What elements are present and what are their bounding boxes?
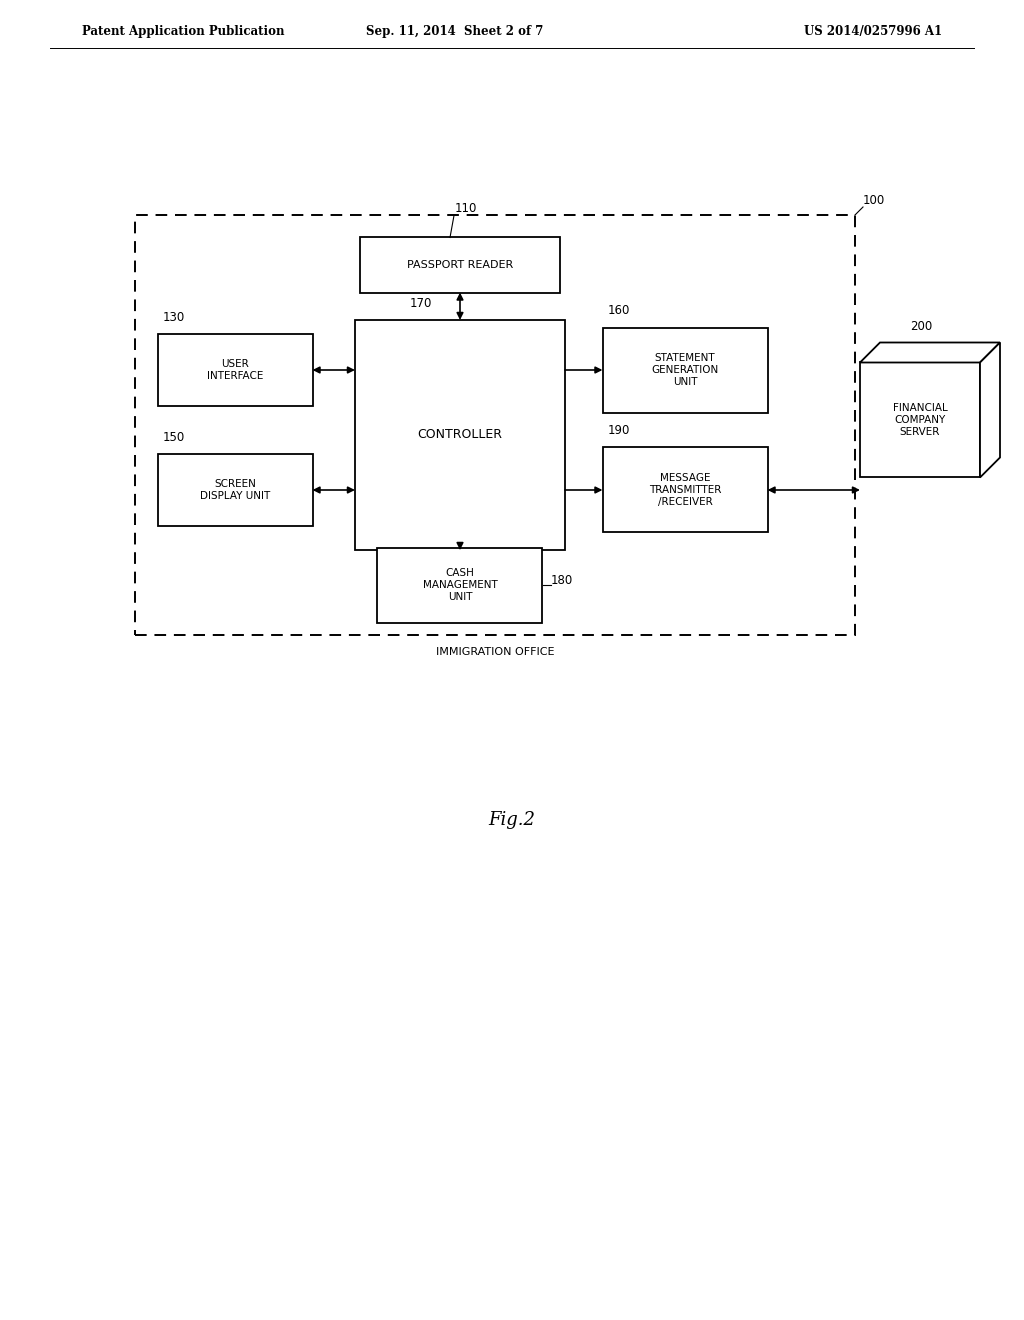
Text: 160: 160 [607, 305, 630, 318]
Bar [355, 319, 565, 550]
Bar [860, 363, 980, 478]
Text: Sep. 11, 2014  Sheet 2 of 7: Sep. 11, 2014 Sheet 2 of 7 [367, 25, 544, 38]
Bar [602, 447, 768, 532]
Text: Fig.2: Fig.2 [488, 810, 536, 829]
Bar [378, 548, 543, 623]
Text: STATEMENT
GENERATION
UNIT: STATEMENT GENERATION UNIT [651, 352, 719, 387]
Text: 170: 170 [410, 297, 432, 310]
Text: US 2014/0257996 A1: US 2014/0257996 A1 [804, 25, 942, 38]
Bar [158, 334, 312, 407]
Polygon shape [980, 342, 1000, 478]
Text: IMMIGRATION OFFICE: IMMIGRATION OFFICE [436, 647, 554, 657]
Text: 180: 180 [551, 573, 572, 586]
Bar [602, 327, 768, 413]
Bar [158, 454, 312, 525]
Text: 200: 200 [910, 319, 932, 333]
Text: 100: 100 [863, 194, 886, 207]
Text: MESSAGE
TRANSMITTER
/RECEIVER: MESSAGE TRANSMITTER /RECEIVER [649, 473, 721, 507]
Text: 150: 150 [163, 432, 184, 444]
Text: 190: 190 [607, 425, 630, 437]
Text: 130: 130 [163, 312, 184, 323]
Text: PASSPORT READER: PASSPORT READER [407, 260, 513, 271]
Bar [360, 238, 560, 293]
Text: USER
INTERFACE: USER INTERFACE [207, 359, 263, 381]
Text: SCREEN
DISPLAY UNIT: SCREEN DISPLAY UNIT [200, 479, 270, 502]
Bar [135, 215, 855, 635]
Text: CONTROLLER: CONTROLLER [418, 429, 503, 441]
Text: 110: 110 [455, 202, 477, 215]
Text: Patent Application Publication: Patent Application Publication [82, 25, 285, 38]
Polygon shape [860, 342, 1000, 363]
Text: FINANCIAL
COMPANY
SERVER: FINANCIAL COMPANY SERVER [893, 403, 947, 437]
Text: CASH
MANAGEMENT
UNIT: CASH MANAGEMENT UNIT [423, 568, 498, 602]
